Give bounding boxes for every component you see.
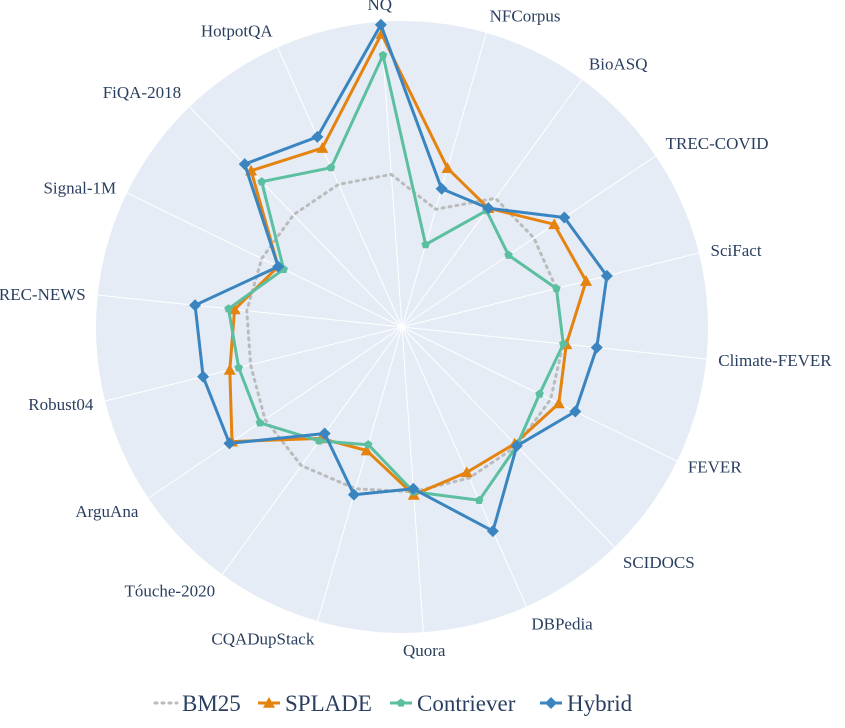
- marker-contriever-16: [257, 177, 266, 186]
- legend-item-hybrid[interactable]: Hybrid: [540, 691, 633, 716]
- marker-hybrid-16: [238, 158, 251, 171]
- legend-marker: [396, 698, 406, 707]
- legend-label: Contriever: [417, 691, 516, 716]
- marker-splade-13: [223, 363, 236, 375]
- marker-splade-4: [580, 275, 593, 286]
- marker-hybrid-2: [482, 202, 495, 215]
- spoke-14: [97, 294, 403, 328]
- axis-label-7: SCIDOCS: [623, 553, 695, 572]
- legend-label: BM25: [182, 691, 241, 716]
- marker-splade-3: [548, 218, 561, 230]
- axis-label-14: TREC-NEWS: [0, 285, 86, 304]
- angular-grid: [97, 21, 707, 633]
- spoke-16: [189, 106, 403, 328]
- marker-splade-8: [460, 466, 473, 478]
- axis-label-6: FEVER: [688, 457, 743, 476]
- spoke-9: [401, 326, 424, 633]
- axis-label-3: TREC-COVID: [666, 134, 769, 153]
- marker-splade-1: [441, 162, 454, 173]
- marker-splade-6: [552, 397, 565, 409]
- legend-item-bm25[interactable]: BM25: [153, 691, 241, 716]
- marker-splade-10: [360, 444, 373, 456]
- marker-hybrid-5: [590, 341, 603, 354]
- spoke-13: [104, 326, 403, 402]
- marker-contriever-14: [224, 304, 233, 313]
- axis-label-2: BioASQ: [589, 55, 648, 74]
- spoke-1: [401, 32, 487, 328]
- axis-label-13: Robust04: [28, 395, 94, 414]
- marker-hybrid-6: [569, 405, 582, 418]
- marker-contriever-1: [421, 240, 430, 249]
- marker-hybrid-17: [311, 130, 324, 143]
- marker-contriever-17: [326, 163, 336, 172]
- marker-contriever-3: [504, 250, 513, 259]
- spoke-17: [277, 47, 403, 328]
- marker-hybrid-8: [486, 525, 499, 538]
- spoke-15: [126, 192, 403, 328]
- axis-label-16: FiQA-2018: [103, 83, 181, 102]
- marker-contriever-5: [559, 339, 568, 348]
- marker-hybrid-10: [347, 488, 360, 501]
- spoke-7: [401, 326, 615, 548]
- legend-item-contriever[interactable]: Contriever: [390, 691, 516, 716]
- spoke-2: [401, 79, 583, 328]
- axis-label-4: SciFact: [711, 241, 762, 260]
- axis-label-5: Climate-FEVER: [718, 351, 832, 370]
- legend-item-splade[interactable]: SPLADE: [258, 691, 372, 716]
- marker-hybrid-14: [189, 299, 202, 312]
- spoke-12: [148, 326, 403, 499]
- marker-contriever-8: [474, 495, 484, 504]
- marker-hybrid-3: [558, 211, 571, 224]
- axis-label-15: Signal-1M: [43, 179, 116, 198]
- marker-contriever-6: [535, 389, 544, 398]
- angular-tick-labels: NQ NFCorpus BioASQ TREC-COVID SciFact Climate…: [0, 0, 832, 660]
- legend-marker: [545, 697, 557, 709]
- marker-hybrid-11: [318, 427, 331, 440]
- legend[interactable]: BM25 SPLADE Contriever Hybrid: [153, 691, 633, 716]
- marker-hybrid-12: [223, 437, 236, 450]
- marker-hybrid-7: [510, 439, 523, 452]
- spoke-4: [401, 252, 700, 328]
- marker-splade-14: [228, 303, 241, 315]
- marker-hybrid-13: [197, 370, 210, 383]
- spoke-5: [401, 326, 707, 360]
- axis-label-0: NQ: [368, 0, 393, 14]
- axis-label-1: NFCorpus: [490, 6, 561, 25]
- legend-marker: [263, 697, 275, 708]
- marker-hybrid-1: [435, 182, 448, 195]
- marker-contriever-4: [552, 284, 561, 293]
- marker-splade-17: [316, 142, 329, 153]
- marker-contriever-0: [378, 50, 388, 59]
- marker-hybrid-15: [272, 260, 285, 273]
- axis-label-9: Quora: [403, 641, 446, 660]
- axis-label-12: ArguAna: [75, 502, 138, 521]
- spoke-8: [401, 326, 527, 607]
- marker-hybrid-4: [600, 269, 613, 282]
- axis-label-17: HotpotQA: [201, 21, 274, 40]
- marker-contriever-13: [234, 363, 243, 372]
- legend-label: Hybrid: [567, 691, 633, 716]
- axis-label-11: Tóuche-2020: [124, 581, 215, 600]
- marker-hybrid-9: [407, 482, 420, 495]
- series-layer: [189, 18, 613, 538]
- series-hybrid: [189, 18, 613, 538]
- spoke-10: [317, 326, 403, 622]
- marker-contriever-12: [255, 418, 265, 427]
- legend-label: SPLADE: [285, 691, 372, 716]
- marker-contriever-10: [363, 440, 373, 449]
- marker-contriever-11: [314, 436, 324, 445]
- spoke-11: [221, 326, 403, 575]
- spoke-3: [401, 155, 656, 328]
- marker-hybrid-0: [374, 18, 387, 31]
- axis-label-8: DBPedia: [531, 615, 593, 634]
- axis-label-10: CQADupStack: [211, 630, 314, 649]
